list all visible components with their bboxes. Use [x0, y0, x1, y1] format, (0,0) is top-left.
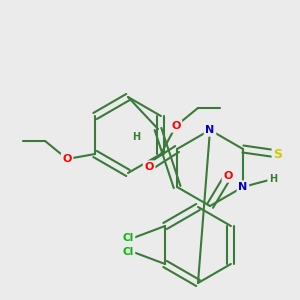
Text: N: N [206, 125, 214, 135]
Text: O: O [144, 162, 154, 172]
Text: Cl: Cl [122, 233, 134, 243]
Text: S: S [273, 148, 282, 160]
Text: Cl: Cl [122, 247, 134, 257]
Text: O: O [171, 121, 181, 131]
Text: O: O [223, 171, 233, 181]
Text: H: H [269, 174, 277, 184]
Text: H: H [132, 132, 140, 142]
Text: N: N [238, 182, 248, 192]
Text: O: O [62, 154, 72, 164]
